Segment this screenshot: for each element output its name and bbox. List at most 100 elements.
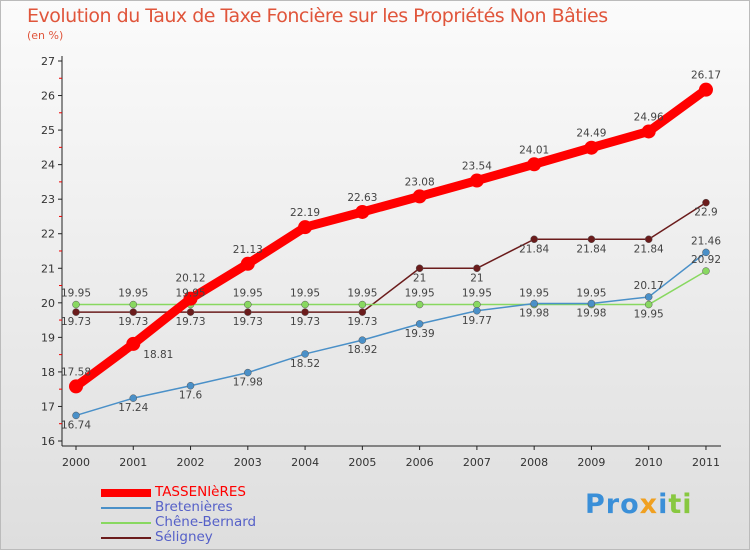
data-point xyxy=(584,140,599,155)
data-label: 19.39 xyxy=(405,328,435,340)
data-label: 19.98 xyxy=(519,308,549,320)
data-label: 19.73 xyxy=(118,316,148,328)
data-label: 22.63 xyxy=(347,192,377,204)
legend: TASSENIèRES Bretenières Chêne-Bernard Sélig… xyxy=(101,485,256,545)
data-point xyxy=(641,124,656,139)
data-label: 19.95 xyxy=(634,309,664,321)
x-tick-label: 2008 xyxy=(520,456,548,469)
data-point xyxy=(702,248,710,257)
x-tick-label: 2009 xyxy=(577,456,605,469)
data-label: 18.81 xyxy=(143,349,173,361)
data-point xyxy=(587,235,596,244)
data-point xyxy=(702,198,710,207)
x-tick-label: 2011 xyxy=(692,456,720,469)
data-point xyxy=(644,293,653,301)
legend-item: Séligney xyxy=(101,530,256,545)
data-label: 21.46 xyxy=(691,235,721,247)
data-point xyxy=(702,267,710,275)
data-point xyxy=(72,411,80,420)
data-label: 21.13 xyxy=(233,244,263,256)
data-label: 19.95 xyxy=(176,288,206,300)
y-tick-label: 23 xyxy=(41,193,55,206)
data-label: 20.92 xyxy=(691,254,721,266)
data-label: 19.95 xyxy=(462,288,492,300)
data-label: 24.96 xyxy=(634,111,664,123)
legend-label: TASSENIèRES xyxy=(155,484,246,500)
data-label: 17.24 xyxy=(118,402,148,414)
data-label: 19.95 xyxy=(405,288,435,300)
data-label: 19.95 xyxy=(347,288,377,300)
legend-item: Chêne-Bernard xyxy=(101,515,256,530)
y-tick-label: 27 xyxy=(41,55,55,68)
data-label: 24.01 xyxy=(519,144,549,156)
data-point xyxy=(698,82,713,97)
data-label: 19.73 xyxy=(290,316,320,328)
data-point xyxy=(183,291,198,306)
data-label: 16.74 xyxy=(61,419,91,431)
data-label: 19.95 xyxy=(290,288,320,300)
data-point xyxy=(186,308,195,316)
data-label: 18.52 xyxy=(290,358,320,370)
data-point xyxy=(301,300,309,309)
data-label: 19.73 xyxy=(176,316,206,328)
data-point xyxy=(244,308,252,316)
data-label: 19.73 xyxy=(347,316,377,328)
y-tick-label: 19 xyxy=(41,331,55,344)
data-point xyxy=(129,308,138,316)
data-label: 17.6 xyxy=(179,390,203,402)
x-tick-label: 2010 xyxy=(635,456,663,469)
data-label: 20.12 xyxy=(176,273,206,285)
y-tick-label: 21 xyxy=(41,262,55,275)
data-label: 26.17 xyxy=(691,70,721,82)
data-point xyxy=(358,300,367,309)
data-point xyxy=(244,300,252,309)
data-point xyxy=(72,308,80,316)
x-tick-label: 2002 xyxy=(177,456,205,469)
series-line xyxy=(76,202,707,313)
legend-item: TASSENIèRES xyxy=(101,485,256,500)
data-label: 19.73 xyxy=(61,316,91,328)
data-label: 19.95 xyxy=(118,288,148,300)
legend-swatch xyxy=(101,521,151,524)
chart-title: Evolution du Taux de Taxe Foncière sur l… xyxy=(27,5,608,27)
data-label: 19.95 xyxy=(576,288,606,300)
data-label: 20.17 xyxy=(634,280,664,292)
legend-label: Chêne-Bernard xyxy=(155,514,257,530)
data-label: 21.84 xyxy=(576,243,606,255)
data-point xyxy=(527,157,542,172)
data-label: 23.54 xyxy=(462,161,492,173)
legend-label: Séligney xyxy=(155,529,213,545)
legend-swatch xyxy=(101,506,151,509)
x-tick-label: 2001 xyxy=(119,456,147,469)
legend-swatch xyxy=(101,488,151,497)
legend-swatch xyxy=(101,536,151,539)
data-label: 23.08 xyxy=(405,176,435,188)
data-point xyxy=(186,381,195,390)
data-point xyxy=(412,189,427,204)
x-tick-label: 2006 xyxy=(406,456,434,469)
data-point xyxy=(358,336,367,344)
y-tick-label: 24 xyxy=(41,159,55,172)
data-label: 19.98 xyxy=(576,308,606,320)
data-label: 17.58 xyxy=(61,366,91,378)
data-label: 22.9 xyxy=(694,207,717,219)
data-point xyxy=(415,300,424,309)
legend-label: Bretenières xyxy=(155,499,233,515)
data-point xyxy=(129,394,138,402)
x-tick-label: 2007 xyxy=(463,456,491,469)
data-point xyxy=(301,308,309,316)
data-point xyxy=(244,368,252,377)
data-point xyxy=(240,256,255,271)
data-label: 17.98 xyxy=(233,377,263,389)
data-point xyxy=(473,307,481,315)
data-point xyxy=(69,379,83,394)
x-tick-label: 2004 xyxy=(291,456,319,469)
data-label: 21 xyxy=(413,272,426,284)
data-point xyxy=(301,350,309,358)
data-point xyxy=(415,264,424,273)
data-label: 19.95 xyxy=(61,288,91,300)
data-point xyxy=(415,320,424,328)
data-label: 22.19 xyxy=(290,207,320,219)
